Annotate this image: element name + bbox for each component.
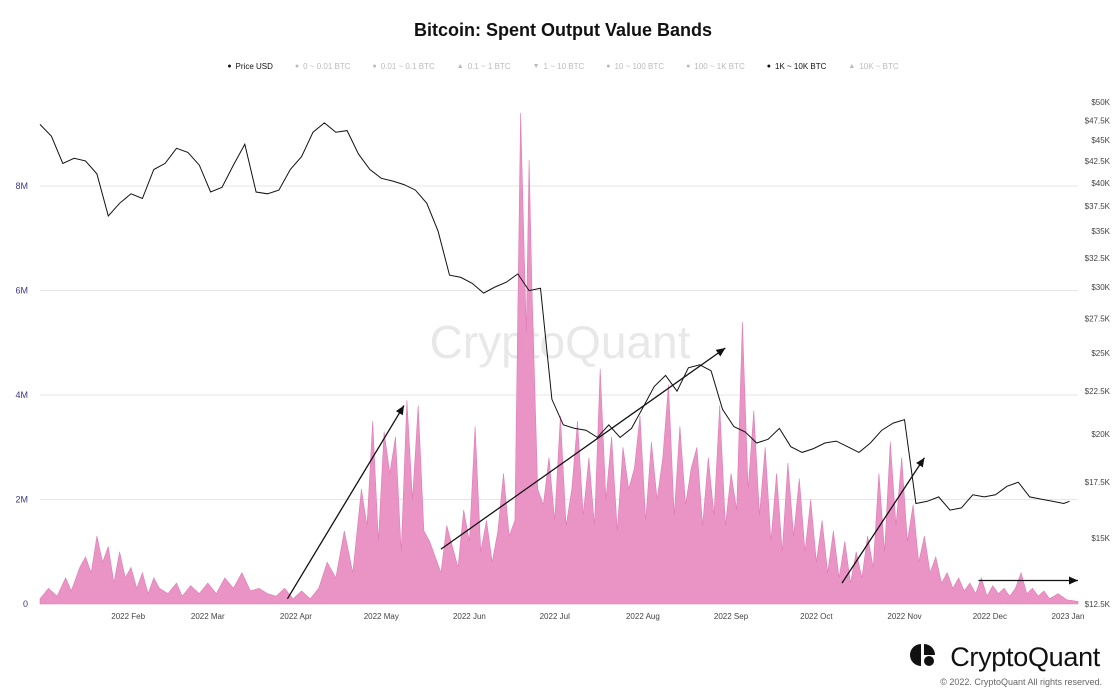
trend-arrow-shaft <box>440 347 726 550</box>
x-axis-tick-label: 2022 Apr <box>280 612 312 621</box>
right-axis-tick-label: $25K <box>1091 349 1110 358</box>
legend-item[interactable]: ▼ 1 ~ 10 BTC <box>533 62 585 71</box>
right-axis-tick-label: $40K <box>1091 179 1110 188</box>
legend-label: 100 ~ 1K BTC <box>694 62 745 71</box>
price-usd-line <box>39 122 1070 511</box>
trend-arrow-shaft <box>286 405 405 600</box>
right-axis-tick-label: $47.5K <box>1085 117 1111 126</box>
x-axis-tick-label: 2022 Aug <box>626 612 660 621</box>
trend-arrow-icon <box>841 457 925 584</box>
legend-label: 0.01 ~ 0.1 BTC <box>380 62 435 71</box>
legend-item[interactable]: ● 0.01 ~ 0.1 BTC <box>372 62 434 71</box>
trend-arrow-icon <box>440 347 726 550</box>
right-axis-tick-label: $35K <box>1091 227 1110 236</box>
chart-title: Bitcoin: Spent Output Value Bands <box>413 20 712 40</box>
right-axis-tick-label: $32.5K <box>1085 254 1111 263</box>
chart-legend: ● Price USD ● 0 ~ 0.01 BTC ● 0.01 ~ 0.1 BTC ▲ 0… <box>0 62 1120 71</box>
legend-label: 0 ~ 0.01 BTC <box>303 62 351 71</box>
trend-arrow-icon <box>286 405 405 600</box>
x-axis: 2022 Feb 2022 Mar 2022 Apr 2022 May 2022 Jun… <box>111 612 1084 621</box>
right-y-axis: $12.5K $15K $17.5K $20K $22.5K $25K $27.5K $30K… <box>1085 98 1111 609</box>
legend-item[interactable]: ▲ 10K ~ BTC <box>848 62 898 71</box>
legend-item[interactable]: ● 0 ~ 0.01 BTC <box>295 62 351 71</box>
legend-marker-icon: ● <box>227 63 232 70</box>
right-axis-tick-label: $12.5K <box>1085 600 1111 609</box>
copyright-notice: © 2022. CryptoQuant All rights reserved. <box>940 677 1102 687</box>
legend-marker-icon: ▲ <box>848 63 856 70</box>
legend-item[interactable]: ● Price USD <box>227 62 273 71</box>
trend-arrows <box>286 347 1078 600</box>
legend-label: Price USD <box>235 62 273 71</box>
trend-arrow-head <box>715 348 726 357</box>
grid-lines <box>40 185 1078 501</box>
legend-marker-icon: ● <box>372 63 377 70</box>
legend-marker-icon: ● <box>606 63 611 70</box>
right-axis-tick-label: $45K <box>1091 136 1110 145</box>
x-axis-tick-label: 2022 Dec <box>973 612 1007 621</box>
legend-label: 0.1 ~ 1 BTC <box>467 62 511 71</box>
brand-block: CryptoQuant <box>908 642 1100 673</box>
price-usd-line-path <box>39 122 1070 511</box>
brand-name: CryptoQuant <box>950 642 1100 672</box>
legend-marker-icon: ● <box>766 63 772 70</box>
legend-item[interactable]: ▲ 0.1 ~ 1 BTC <box>457 62 511 71</box>
right-axis-tick-label: $50K <box>1091 98 1110 107</box>
x-axis-tick-label: 2022 Sep <box>714 612 749 621</box>
trend-arrow-head <box>395 405 405 416</box>
legend-item[interactable]: ● 10 ~ 100 BTC <box>606 62 664 71</box>
legend-label: 1K ~ 10K BTC <box>775 62 827 71</box>
right-axis-tick-label: $30K <box>1091 283 1110 292</box>
legend-label: 10 ~ 100 BTC <box>614 62 665 71</box>
legend-item[interactable]: ● 1K ~ 10K BTC <box>767 62 827 71</box>
left-axis-tick-label: 0 <box>23 599 28 609</box>
x-axis-tick-label: 2022 Jun <box>453 612 486 621</box>
left-y-axis: 0 2M 4M 6M 8M <box>15 181 28 609</box>
right-axis-tick-label: $22.5K <box>1085 387 1111 396</box>
x-axis-tick-label: 2023 Jan <box>1052 612 1085 621</box>
right-axis-tick-label: $37.5K <box>1085 202 1111 211</box>
trend-arrow-head <box>1069 576 1078 585</box>
left-axis-tick-label: 4M <box>15 390 28 400</box>
legend-marker-icon: ● <box>686 63 691 70</box>
trend-arrow-head <box>916 457 925 468</box>
right-axis-tick-label: $17.5K <box>1085 478 1111 487</box>
right-axis-tick-label: $27.5K <box>1085 314 1111 323</box>
area-series-1k-10k-btc <box>39 112 1079 605</box>
trend-arrow-icon <box>978 576 1078 585</box>
x-axis-tick-label: 2022 Jul <box>540 612 570 621</box>
legend-item[interactable]: ● 100 ~ 1K BTC <box>686 62 745 71</box>
x-axis-tick-label: 2022 Feb <box>111 612 145 621</box>
left-axis-tick-label: 2M <box>15 495 28 505</box>
right-axis-tick-label: $42.5K <box>1085 157 1111 166</box>
right-axis-tick-label: $20K <box>1091 430 1110 439</box>
area-1k-10k-btc <box>39 112 1079 605</box>
x-axis-tick-label: 2022 May <box>364 612 399 621</box>
right-axis-tick-label: $15K <box>1091 534 1110 543</box>
legend-marker-icon: ▲ <box>456 63 464 70</box>
watermark: CryptoQuant <box>430 316 691 368</box>
x-axis-tick-label: 2022 Oct <box>800 612 833 621</box>
legend-marker-icon: ▼ <box>532 63 540 70</box>
cryptoquant-logo-icon <box>908 642 942 673</box>
legend-marker-icon: ● <box>294 63 300 70</box>
left-axis-tick-label: 6M <box>15 286 28 296</box>
x-axis-tick-label: 2022 Mar <box>191 612 225 621</box>
trend-arrow-shaft <box>841 457 925 584</box>
legend-label: 1 ~ 10 BTC <box>543 62 585 71</box>
legend-label: 10K ~ BTC <box>859 62 899 71</box>
x-axis-tick-label: 2022 Nov <box>887 612 921 621</box>
left-axis-tick-label: 8M <box>15 181 28 191</box>
